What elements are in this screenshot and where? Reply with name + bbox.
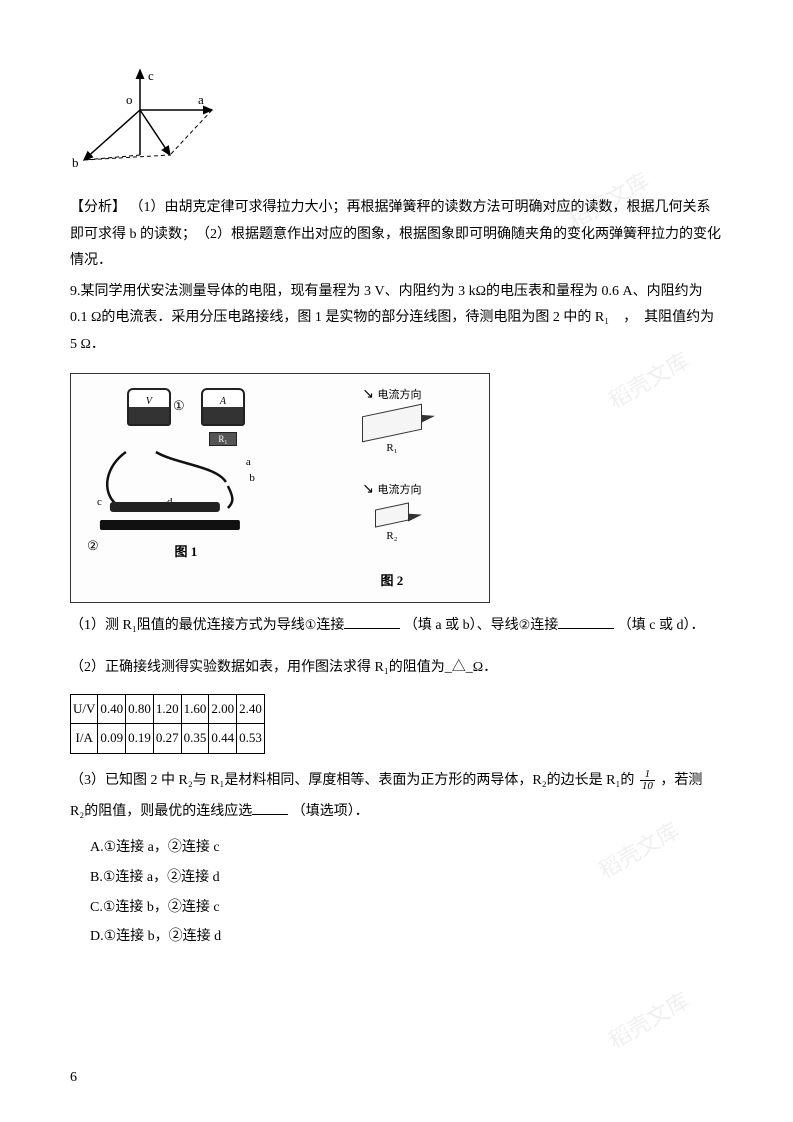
blank-fill[interactable] xyxy=(344,615,400,629)
q9-3-text-a: （3）已知图 2 中 R₂与 R₁是材料相同、厚度相等、表面为正方形的两导体，R… xyxy=(70,773,634,788)
q9-sub3-line1: （3）已知图 2 中 R₂与 R₁是材料相同、厚度相等、表面为正方形的两导体，R… xyxy=(70,768,723,795)
r1-label: R₁ xyxy=(386,438,397,459)
ammeter-icon xyxy=(201,388,245,426)
current-arrow-icon: ↘ 电流方向 xyxy=(362,477,421,504)
q9-sub3-line2: R₂的阻值，则最优的连线应选 （填选项）． xyxy=(70,799,723,826)
q9-1-prefix: （1）测 R₁阻值的最优连接方式为导线 xyxy=(70,618,305,633)
table-cell: 0.35 xyxy=(181,724,209,754)
option-b: B.①连接 a，②连接 d xyxy=(90,865,723,892)
current-arrow-icon: ↘ 电流方向 xyxy=(362,382,421,409)
circled-1: ① xyxy=(305,613,317,638)
table-cell: 1.20 xyxy=(153,694,181,724)
q9-1-mid2: 连接 xyxy=(530,618,558,633)
voltmeter-icon xyxy=(127,388,171,426)
table-row: U/V 0.40 0.80 1.20 1.60 2.00 2.40 xyxy=(71,694,265,724)
wire-node-2: ② xyxy=(87,534,99,559)
table-cell: I/A xyxy=(71,724,98,754)
q9-1-hint1: （填 a 或 b）、导线 xyxy=(404,618,519,633)
page-number: 6 xyxy=(70,1065,77,1092)
option-a: A.①连接 a，②连接 c xyxy=(90,835,723,862)
table-cell: 0.53 xyxy=(237,724,265,754)
label-c: c xyxy=(148,68,154,83)
wire-node-1: ① xyxy=(173,394,185,419)
table-row: I/A 0.09 0.19 0.27 0.35 0.44 0.53 xyxy=(71,724,265,754)
fraction-denominator: 10 xyxy=(640,781,655,792)
table-cell: 0.40 xyxy=(98,694,126,724)
q9-1-mid1: 连接 xyxy=(316,618,344,633)
label-a: a xyxy=(198,92,204,107)
circuit-figure-1: R₁ ① a b c d ② 图 1 xyxy=(79,382,293,594)
label-b: b xyxy=(72,155,79,170)
table-cell: 2.00 xyxy=(209,694,237,724)
q9-sub1: （1）测 R₁阻值的最优连接方式为导线①连接 （填 a 或 b）、导线②连接 （… xyxy=(70,613,723,640)
fraction: 1 10 xyxy=(640,769,655,792)
q9-3-p2: R₂的阻值，则最优的连线应选 xyxy=(70,804,252,819)
table-cell: 1.60 xyxy=(181,694,209,724)
analysis-heading: 【分析】 xyxy=(70,200,126,215)
options-list: A.①连接 a，②连接 c B.①连接 a，②连接 d C.①连接 b，②连接 … xyxy=(70,835,723,950)
resistor-r1-box: R₁ xyxy=(209,432,237,446)
figure-2-label: 图 2 xyxy=(381,569,404,594)
label-o: o xyxy=(126,92,133,107)
q9-3-tail: （填选项）． xyxy=(292,804,369,819)
q9-sub2: （2）正确接线测得实验数据如表，用作图法求得 R₁的阻值为_△_Ω． xyxy=(70,655,723,682)
r2-label: R₂ xyxy=(386,526,397,547)
option-c: C.①连接 b，②连接 c xyxy=(90,895,723,922)
table-cell: U/V xyxy=(71,694,98,724)
table-cell: 0.09 xyxy=(98,724,126,754)
watermark: 稻壳文库 xyxy=(600,981,697,1061)
table-cell: 0.80 xyxy=(126,694,154,724)
circuit-figure-box: R₁ ① a b c d ② 图 1 ↘ 电流方向 xyxy=(70,373,490,603)
figure-1-label: 图 1 xyxy=(175,540,198,565)
q9-3-text-b: ，若测 xyxy=(660,773,702,788)
q9-1-hint2: （填 c 或 d）． xyxy=(618,618,705,633)
table-cell: 0.19 xyxy=(126,724,154,754)
data-table: U/V 0.40 0.80 1.20 1.60 2.00 2.40 I/A 0.… xyxy=(70,694,265,754)
table-cell: 0.44 xyxy=(209,724,237,754)
circuit-figure-2: ↘ 电流方向 R₁ ↘ 电流方向 R₂ 图 2 xyxy=(303,382,481,594)
analysis-paragraph: 【分析】 （1）由胡克定律可求得拉力大小；再根据弹簧秤的读数方法可明确对应的读数… xyxy=(70,195,723,275)
table-cell: 0.27 xyxy=(153,724,181,754)
circled-2: ② xyxy=(519,613,531,638)
blank-fill[interactable] xyxy=(558,615,614,629)
vector-diagram: c o a b xyxy=(70,60,230,185)
conductor-r2 xyxy=(375,502,409,527)
option-d: D.①连接 b，②连接 d xyxy=(90,924,723,951)
conductor-r1 xyxy=(362,404,422,443)
q9-text: 9.某同学用伏安法测量导体的电阻，现有量程为 3 V、内阻约为 3 kΩ的电压表… xyxy=(70,279,723,359)
analysis-text: （1）由胡克定律可求得拉力大小；再根据弹簧秤的读数方法可明确对应的读数，根据几何… xyxy=(70,200,721,268)
table-cell: 2.40 xyxy=(237,694,265,724)
blank-fill[interactable] xyxy=(252,801,288,815)
